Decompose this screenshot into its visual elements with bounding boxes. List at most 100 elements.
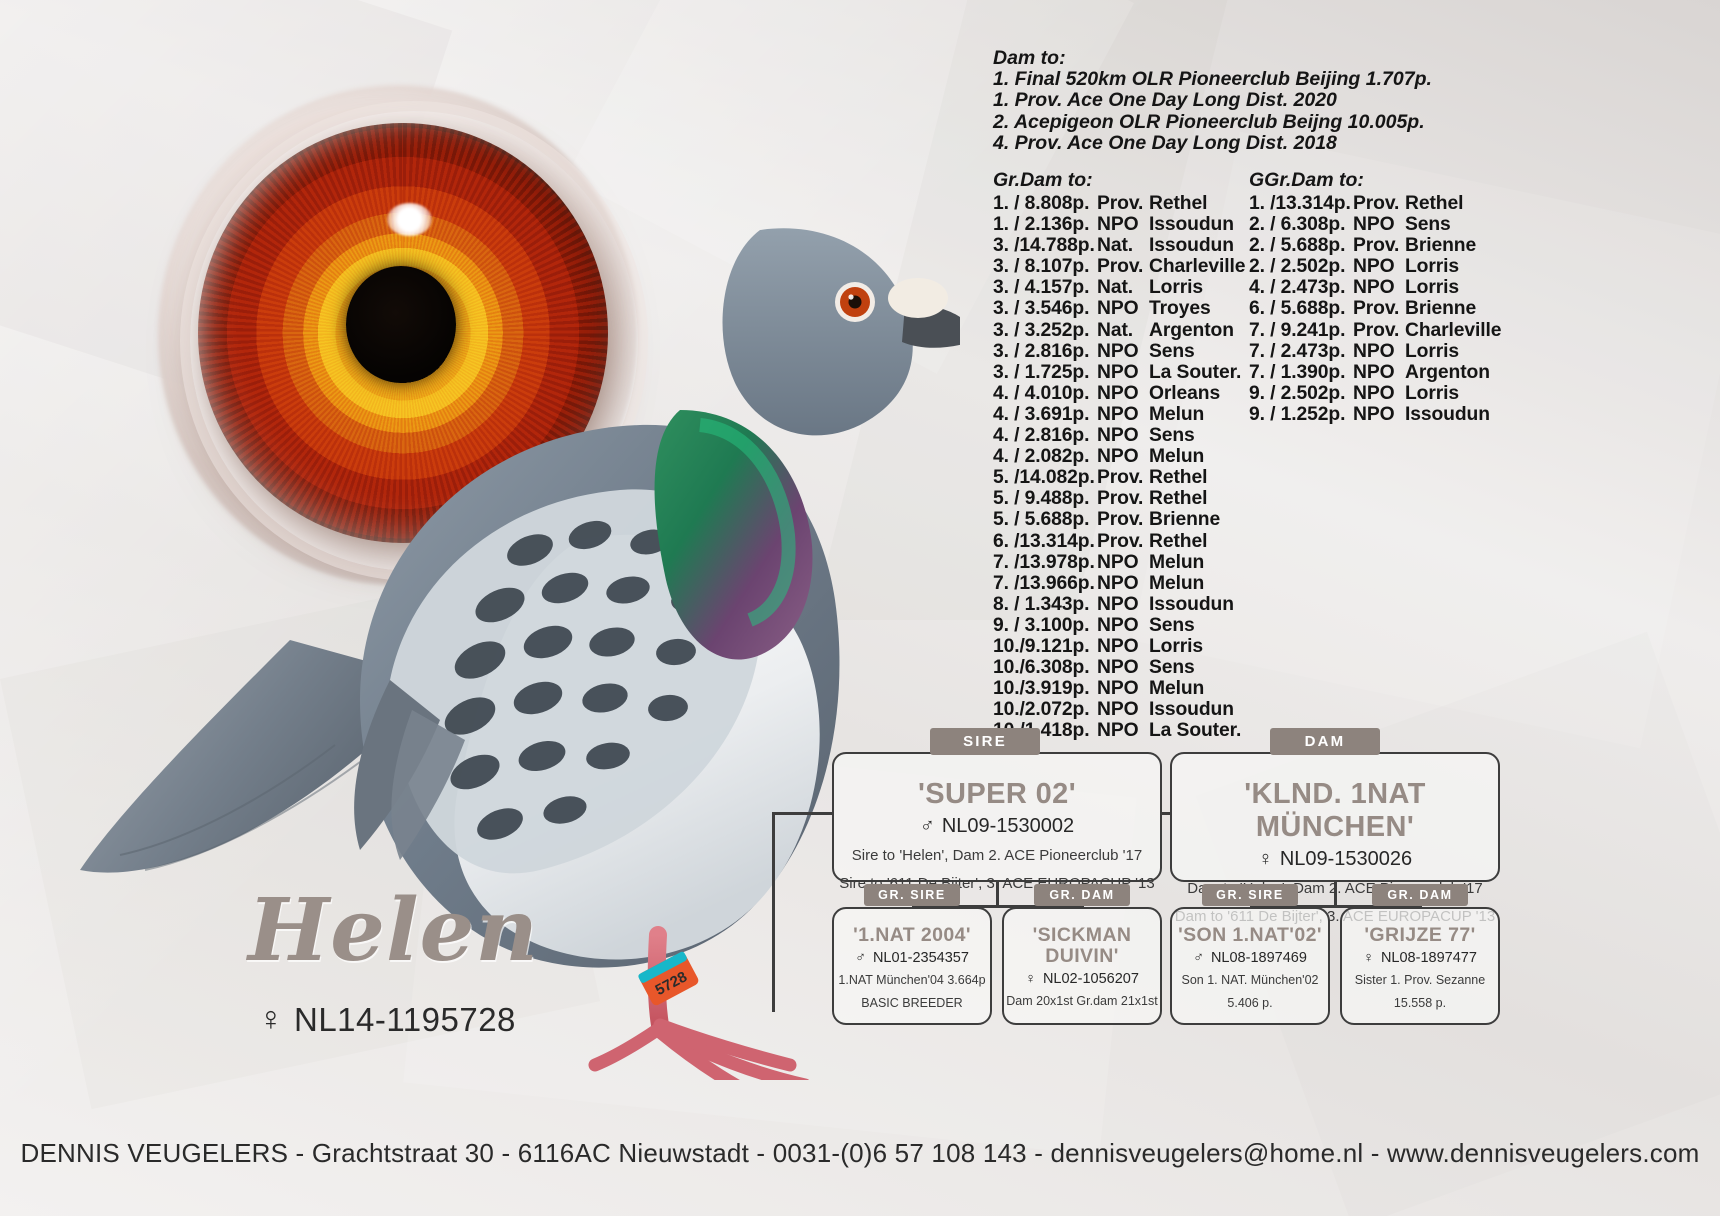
gr-dam-2-box[interactable]: 'GRIJZE 77' ♀ NL08-1897477 Sister 1. Pro… [1340, 907, 1500, 1025]
gr-dam-1-ring-number: NL02-1056207 [1042, 971, 1139, 987]
gr-dam-to-race: La Souter. [1149, 720, 1242, 742]
gr-dam-to-race: Sens [1149, 657, 1195, 679]
gr-dam-to-org: NPO [1097, 720, 1139, 742]
gr-dam-to-org: NPO [1097, 699, 1139, 721]
gr-dam-2-tab-label: GR. DAM [1372, 884, 1468, 906]
gr-dam-to-race: Lorris [1149, 277, 1204, 299]
gr-dam-to-race: Sens [1149, 425, 1195, 447]
pigeon-foot [588, 1018, 810, 1080]
gr-dam-1-box[interactable]: 'SICKMAN DUIVIN' ♀ NL02-1056207 Dam 20x1… [1002, 907, 1162, 1025]
gr-dam-to-race: Issoudun [1149, 699, 1234, 721]
ggr-dam-to-place: 9. / 1.252p. [1249, 403, 1346, 425]
ggr-dam-to-place: 1. /13.314p. [1249, 193, 1351, 214]
ggr-dam-to-place: 7. / 9.241p. [1249, 319, 1346, 341]
gr-dam-to-org: NPO [1097, 214, 1139, 236]
gr-dam-to-place: 3. / 3.252p. [993, 319, 1090, 341]
gr-dam-to-org: NPO [1097, 614, 1139, 636]
gr-dam-2-desc-line-1: Sister 1. Prov. Sezanne [1354, 973, 1486, 987]
gr-sire-1-tab-label: GR. SIRE [864, 884, 960, 906]
female-symbol-icon: ♀ [1025, 971, 1036, 987]
ggr-dam-to-org: NPO [1353, 403, 1395, 425]
gr-dam-to-place: 3. / 8.107p. [993, 256, 1090, 278]
gr-dam-to-org: NPO [1097, 678, 1139, 700]
pigeon-head [722, 228, 913, 436]
dam-ring: ♀ NL09-1530026 [1172, 848, 1498, 871]
gr-dam-to-org: Prov. [1097, 488, 1144, 510]
ggr-dam-to-row: 7. / 9.241p. Prov. Charleville [1249, 320, 1509, 341]
gr-dam-to-race: Argenton [1149, 319, 1234, 341]
gr-dam-to-org: Nat. [1097, 235, 1134, 257]
gr-dam-to-org: NPO [1097, 551, 1139, 573]
gr-dam-to-race: Melun [1149, 678, 1205, 700]
gr-sire-1-box[interactable]: '1.NAT 2004' ♂ NL01-2354357 1.NAT Münche… [832, 907, 992, 1025]
gr-dam-to-row: 3. / 2.816p. NPO Sens [993, 341, 1245, 362]
gr-dam-to-race: Melun [1149, 446, 1205, 468]
ring-number-text: NL14-1195728 [294, 1000, 516, 1038]
gr-dam-to-org: Nat. [1097, 277, 1134, 299]
gr-dam-to-row: 3. / 8.107p. Prov. Charleville [993, 256, 1246, 278]
gr-dam-2-desc-line-2: 15.558 p. [1393, 995, 1447, 1010]
pigeon-ring-number: ♀ NL14-1195728 [258, 1000, 516, 1039]
ggr-dam-to-place: 7. / 1.390p. [1249, 361, 1346, 383]
gr-dam-to-rows: 1. / 8.808p. Prov. Rethel 1. / 2.136p. NPO Is… [993, 193, 1246, 741]
ggr-dam-to-row: 7. / 1.390p. NPO Argenton [1249, 362, 1509, 383]
gr-dam-to-org: NPO [1097, 657, 1139, 679]
connector-line [772, 812, 775, 1012]
gr-dam-to-place: 1. / 2.136p. [993, 214, 1090, 236]
gr-dam-to-place: 4. / 3.691p. [993, 403, 1090, 425]
gr-dam-to-place: 4. / 4.010p. [993, 382, 1090, 404]
ggr-dam-to-row: 2. / 6.308p. NPO Sens [1249, 214, 1509, 235]
gr-dam-to-org: Nat. [1097, 319, 1134, 341]
gr-dam-to-race: La Souter. [1149, 361, 1242, 383]
ggr-dam-to-place: 7. / 2.473p. [1249, 340, 1346, 362]
dam-to-block: Dam to: 1. Final 520km OLR Pioneerclub B… [993, 48, 1513, 155]
connector-line [912, 905, 1084, 908]
gr-dam-to-row: 3. / 1.725p. NPO La Souter. [993, 362, 1245, 383]
dam-box[interactable]: 'KLND. 1NAT MÜNCHEN' ♀ NL09-1530026 Dam … [1170, 752, 1500, 925]
ggr-dam-to-org: Prov. [1353, 319, 1400, 341]
page-title: Helen [248, 880, 539, 981]
gr-dam-to-race: Sens [1149, 614, 1195, 636]
ggr-dam-to-race: Lorris [1405, 256, 1460, 278]
ggr-dam-to-race: Lorris [1405, 382, 1460, 404]
gr-dam-to-org: NPO [1097, 298, 1139, 320]
ggr-dam-to-race: Lorris [1405, 277, 1460, 299]
gr-dam-to-row: 7. /13.966p. NPO Melun [993, 573, 1245, 594]
gr-dam-to-row: 4. / 3.691p. NPO Melun [993, 404, 1245, 425]
gr-dam-to-row: 10./2.072p. NPO Issoudun [993, 699, 1245, 720]
gr-dam-to-row: 3. /14.788p. Nat. Issoudun [993, 235, 1245, 256]
ggr-dam-to-place: 2. / 2.502p. [1249, 256, 1346, 278]
gr-dam-to-row: 5. / 9.488p. Prov. Rethel [993, 488, 1245, 509]
male-symbol-icon: ♂ [855, 950, 866, 966]
gr-sire-1-ring: ♂ NL01-2354357 [834, 950, 990, 966]
sire-box[interactable]: 'SUPER 02' ♂ NL09-1530002 Sire to 'Helen… [832, 752, 1162, 892]
female-symbol-icon: ♀ [258, 1000, 284, 1038]
gr-dam-to-org: Prov. [1097, 193, 1144, 214]
gr-dam-to-race: Orleans [1149, 382, 1221, 404]
ggr-dam-to-race: Sens [1405, 214, 1451, 236]
gr-dam-to-row: 10./6.308p. NPO Sens [993, 657, 1245, 678]
ggr-dam-to-place: 2. / 6.308p. [1249, 214, 1346, 236]
gr-sire-2-desc-line-2: 5.406 p. [1227, 995, 1273, 1010]
ggr-dam-to-org: Prov. [1353, 235, 1400, 257]
gr-dam-to-place: 5. / 5.688p. [993, 509, 1090, 531]
gr-dam-to-place: 10./2.072p. [993, 699, 1090, 721]
connector-line [1334, 882, 1337, 907]
gr-dam-to-row: 3. / 3.546p. NPO Troyes [993, 298, 1245, 319]
gr-dam-to-row: 6. /13.314p. Prov. Rethel [993, 531, 1245, 552]
pigeon-photo: 5728 [80, 228, 960, 1080]
gr-dam-1-ring: ♀ NL02-1056207 [1004, 971, 1160, 987]
gr-dam-to-place: 7. /13.978p. [993, 551, 1095, 573]
gr-dam-to-row: 9. / 3.100p. NPO Sens [993, 615, 1245, 636]
gr-dam-to-row: 5. / 5.688p. Prov. Brienne [993, 509, 1245, 530]
gr-dam-to-block: Gr.Dam to: 1. / 8.808p. Prov. Rethel 1. / 2… [993, 168, 1246, 741]
gr-dam-to-row: 3. / 4.157p. Nat. Lorris [993, 277, 1245, 298]
ggr-dam-to-row: 6. / 5.688p. Prov. Brienne [1249, 298, 1509, 319]
gr-dam-to-race: Melun [1149, 572, 1205, 594]
gr-dam-to-race: Issoudun [1149, 593, 1234, 615]
gr-sire-2-box[interactable]: 'SON 1.NAT'02' ♂ NL08-1897469 Son 1. NAT… [1170, 907, 1330, 1025]
gr-dam-to-org: NPO [1097, 403, 1139, 425]
ggr-dam-to-org: NPO [1353, 214, 1395, 236]
gr-dam-1-name: 'SICKMAN DUIVIN' [1032, 924, 1132, 967]
gr-dam-to-row: 10./1.418p. NPO La Souter. [993, 720, 1245, 741]
